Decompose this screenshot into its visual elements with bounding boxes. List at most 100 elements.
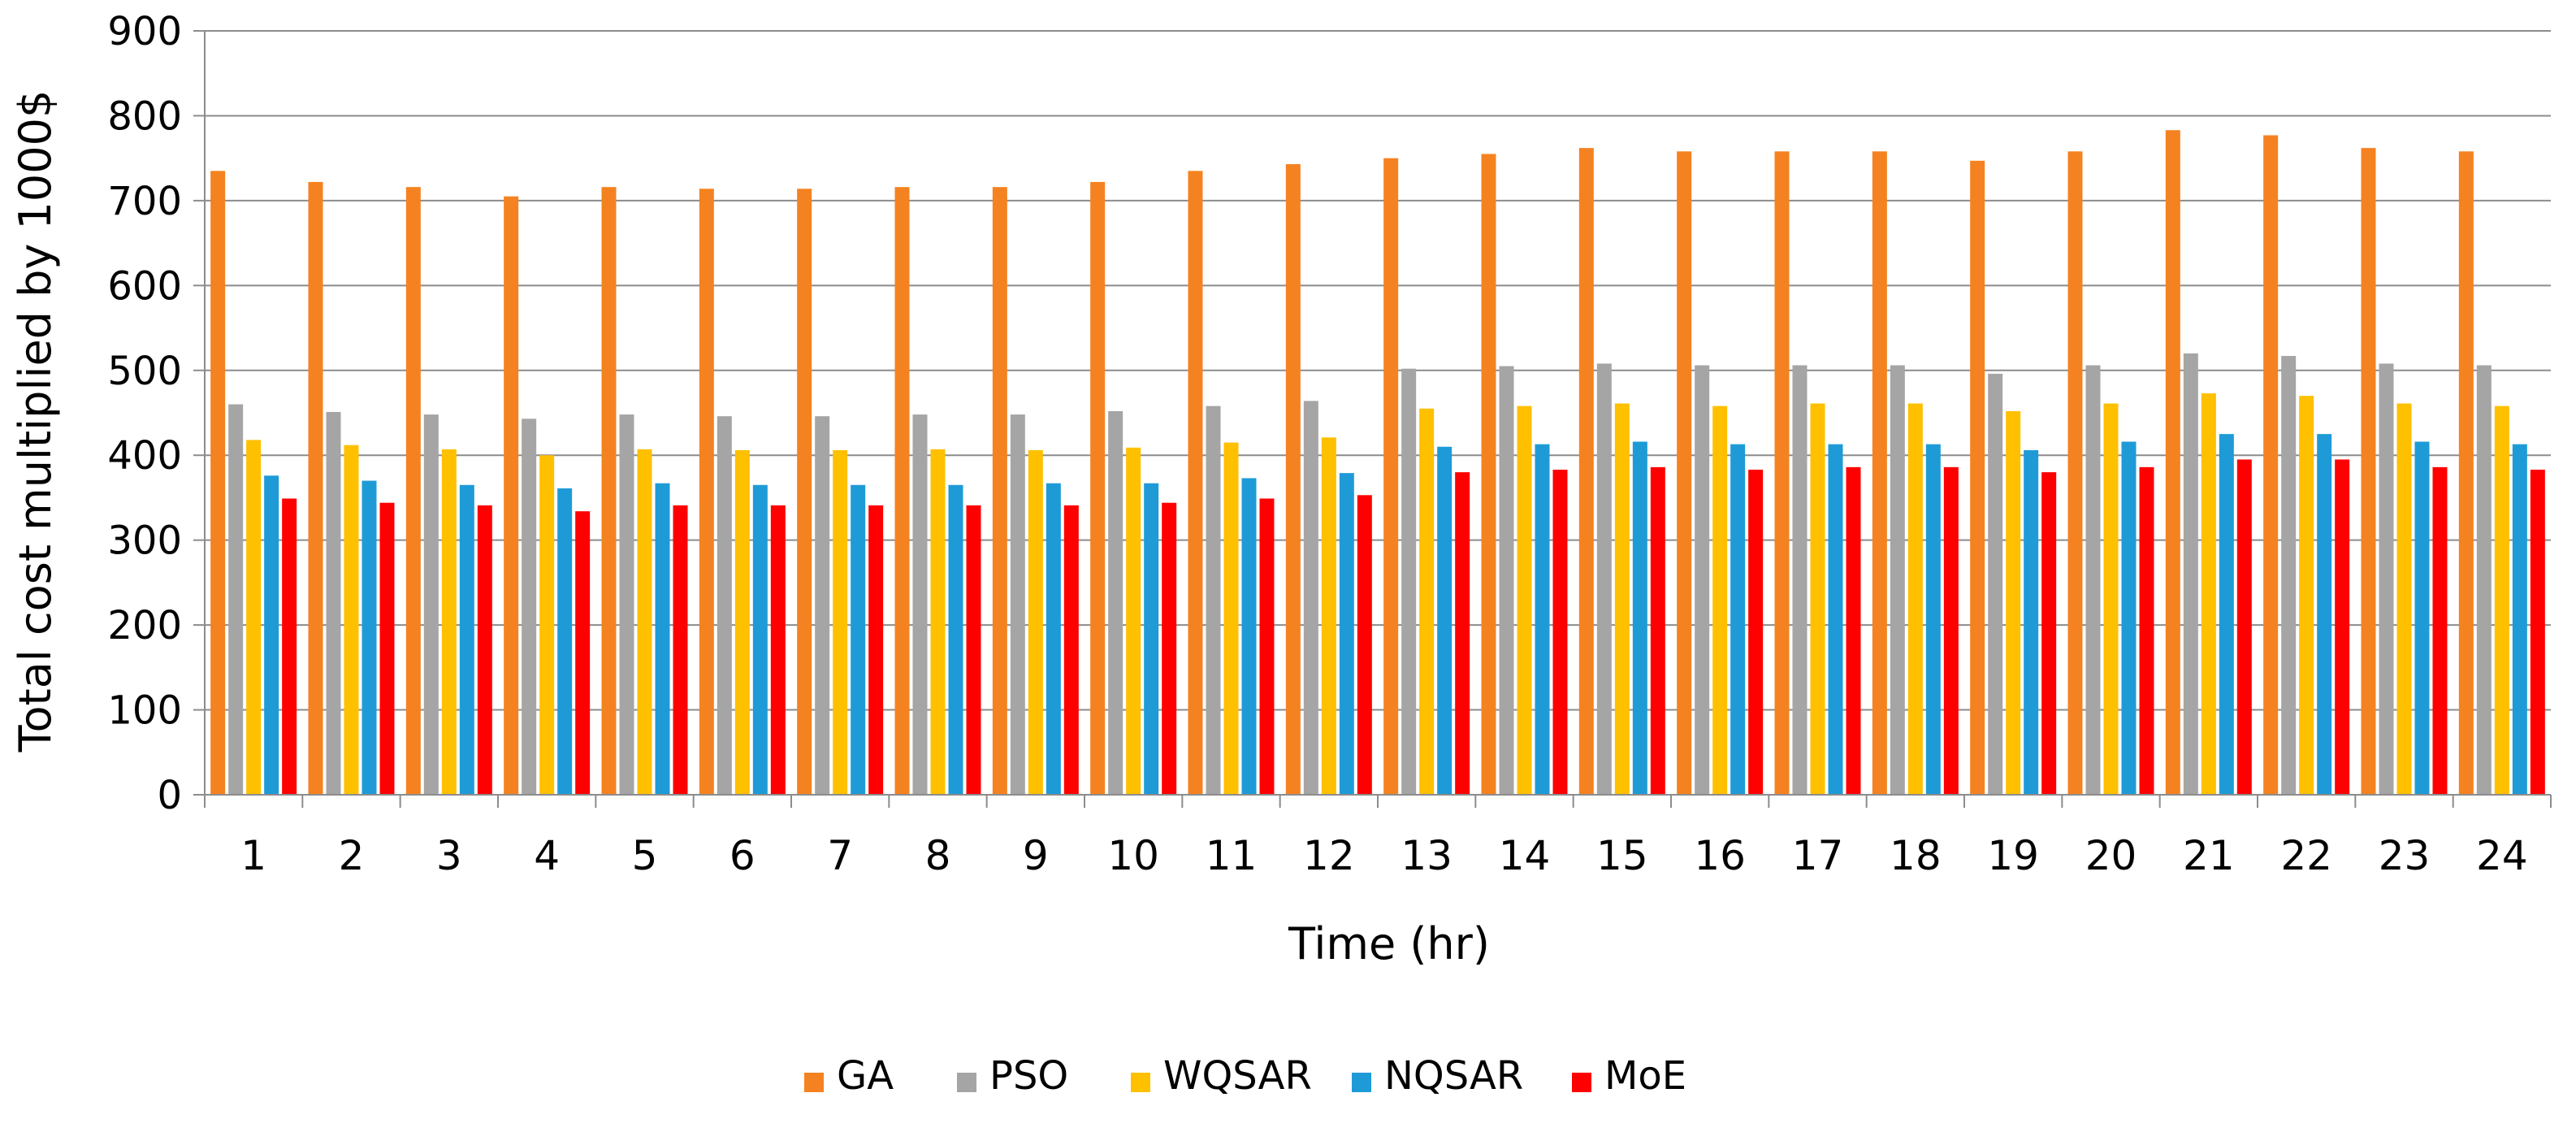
bar-ga-11 xyxy=(1188,171,1203,796)
bar-moe-11 xyxy=(1259,498,1275,795)
bar-ga-6 xyxy=(699,189,714,795)
bar-moe-2 xyxy=(379,502,395,795)
bar-nqsar-1 xyxy=(264,475,279,795)
bar-pso-21 xyxy=(2183,353,2198,795)
bar-nqsar-14 xyxy=(1535,444,1550,795)
legend: GA PSO WQSAR NQSAR MoE xyxy=(804,1053,1686,1099)
bar-nqsar-11 xyxy=(1241,478,1257,795)
bar-wqsar-5 xyxy=(637,449,652,795)
bar-nqsar-7 xyxy=(851,484,866,795)
bar-moe-4 xyxy=(575,511,591,795)
bar-ga-9 xyxy=(992,187,1007,795)
bar-wqsar-23 xyxy=(2396,403,2412,795)
bar-moe-15 xyxy=(1650,466,1665,795)
bar-wqsar-20 xyxy=(2103,403,2119,795)
bar-ga-10 xyxy=(1090,181,1106,795)
bar-ga-16 xyxy=(1677,151,1692,796)
bar-nqsar-2 xyxy=(362,480,377,795)
bar-wqsar-14 xyxy=(1517,406,1532,795)
x-tick-label: 3 xyxy=(436,832,462,879)
bar-nqsar-13 xyxy=(1437,446,1453,795)
bar-wqsar-9 xyxy=(1028,449,1043,795)
bar-ga-4 xyxy=(504,196,519,795)
bar-wqsar-8 xyxy=(930,449,946,795)
y-tick-label: 900 xyxy=(107,9,182,54)
bar-pso-2 xyxy=(326,411,341,795)
x-tick-label: 7 xyxy=(827,832,853,879)
bar-ga-8 xyxy=(894,187,910,795)
bar-nqsar-19 xyxy=(2024,449,2039,795)
y-tick-label: 200 xyxy=(107,603,182,648)
bar-ga-24 xyxy=(2458,151,2474,796)
bar-moe-5 xyxy=(673,505,688,795)
bar-nqsar-15 xyxy=(1632,441,1647,795)
bar-nqsar-16 xyxy=(1730,444,1746,795)
bar-moe-18 xyxy=(1943,466,1959,795)
bar-wqsar-3 xyxy=(441,449,457,795)
bar-ga-13 xyxy=(1383,158,1399,795)
legend-swatch-pso xyxy=(957,1073,976,1092)
bar-nqsar-18 xyxy=(1925,444,1941,795)
x-axis-title: Time (hr) xyxy=(1288,918,1490,969)
bar-nqsar-20 xyxy=(2121,441,2137,795)
bar-moe-12 xyxy=(1357,495,1372,795)
bar-wqsar-19 xyxy=(2006,410,2021,795)
bar-moe-20 xyxy=(2139,466,2154,795)
bar-moe-23 xyxy=(2432,466,2448,795)
x-tick-label: 9 xyxy=(1023,832,1049,879)
x-tick-label: 12 xyxy=(1303,832,1355,879)
legend-label-nqsar: NQSAR xyxy=(1384,1053,1523,1099)
bar-moe-16 xyxy=(1748,469,1764,795)
x-tick-label: 23 xyxy=(2379,832,2431,879)
bar-moe-19 xyxy=(2041,472,2057,795)
bar-pso-22 xyxy=(2281,356,2297,795)
bar-ga-2 xyxy=(308,181,323,795)
bar-wqsar-21 xyxy=(2201,393,2216,795)
x-tick-label: 13 xyxy=(1401,832,1453,879)
x-tick-label: 22 xyxy=(2280,832,2332,879)
bar-moe-14 xyxy=(1552,469,1568,795)
bar-moe-9 xyxy=(1063,505,1079,795)
bar-ga-5 xyxy=(601,187,617,795)
bar-pso-16 xyxy=(1695,365,1710,795)
bar-pso-7 xyxy=(815,416,830,795)
gridlines xyxy=(205,30,2551,711)
x-tick-label: 4 xyxy=(534,832,560,879)
x-tick-label: 15 xyxy=(1596,832,1648,879)
bar-pso-23 xyxy=(2379,363,2394,795)
bar-wqsar-1 xyxy=(246,440,262,795)
bar-nqsar-22 xyxy=(2317,434,2332,795)
bar-ga-22 xyxy=(2263,135,2279,795)
bar-ga-21 xyxy=(2165,130,2180,795)
y-tick-label: 600 xyxy=(107,263,182,309)
y-tick-label: 400 xyxy=(107,433,182,479)
bar-wqsar-11 xyxy=(1223,442,1239,795)
bar-nqsar-23 xyxy=(2414,441,2430,795)
x-tick-label: 8 xyxy=(925,832,951,879)
x-tick-label: 10 xyxy=(1107,832,1159,879)
bar-moe-21 xyxy=(2236,459,2252,795)
bar-nqsar-6 xyxy=(752,484,768,795)
bar-moe-1 xyxy=(282,498,297,795)
bar-wqsar-6 xyxy=(734,449,750,795)
y-axis-title: Total cost multiplied by 1000$ xyxy=(10,90,61,753)
bar-wqsar-18 xyxy=(1907,403,1923,795)
bar-pso-18 xyxy=(1890,365,1905,795)
bar-moe-8 xyxy=(966,505,981,795)
bar-moe-10 xyxy=(1162,502,1177,795)
x-tick-label: 16 xyxy=(1694,832,1746,879)
x-tick-label: 6 xyxy=(730,832,755,879)
bar-ga-20 xyxy=(2067,151,2083,796)
bar-pso-10 xyxy=(1108,410,1123,795)
bar-ga-18 xyxy=(1872,151,1887,796)
x-tick-label: 5 xyxy=(632,832,658,879)
bar-ga-7 xyxy=(797,189,812,795)
bar-wqsar-13 xyxy=(1419,408,1435,795)
bar-moe-24 xyxy=(2530,469,2545,795)
y-tick-label: 300 xyxy=(107,518,182,564)
bar-nqsar-24 xyxy=(2512,444,2527,795)
bar-pso-15 xyxy=(1596,363,1612,795)
bar-ga-3 xyxy=(405,187,421,795)
bar-moe-22 xyxy=(2335,459,2350,795)
